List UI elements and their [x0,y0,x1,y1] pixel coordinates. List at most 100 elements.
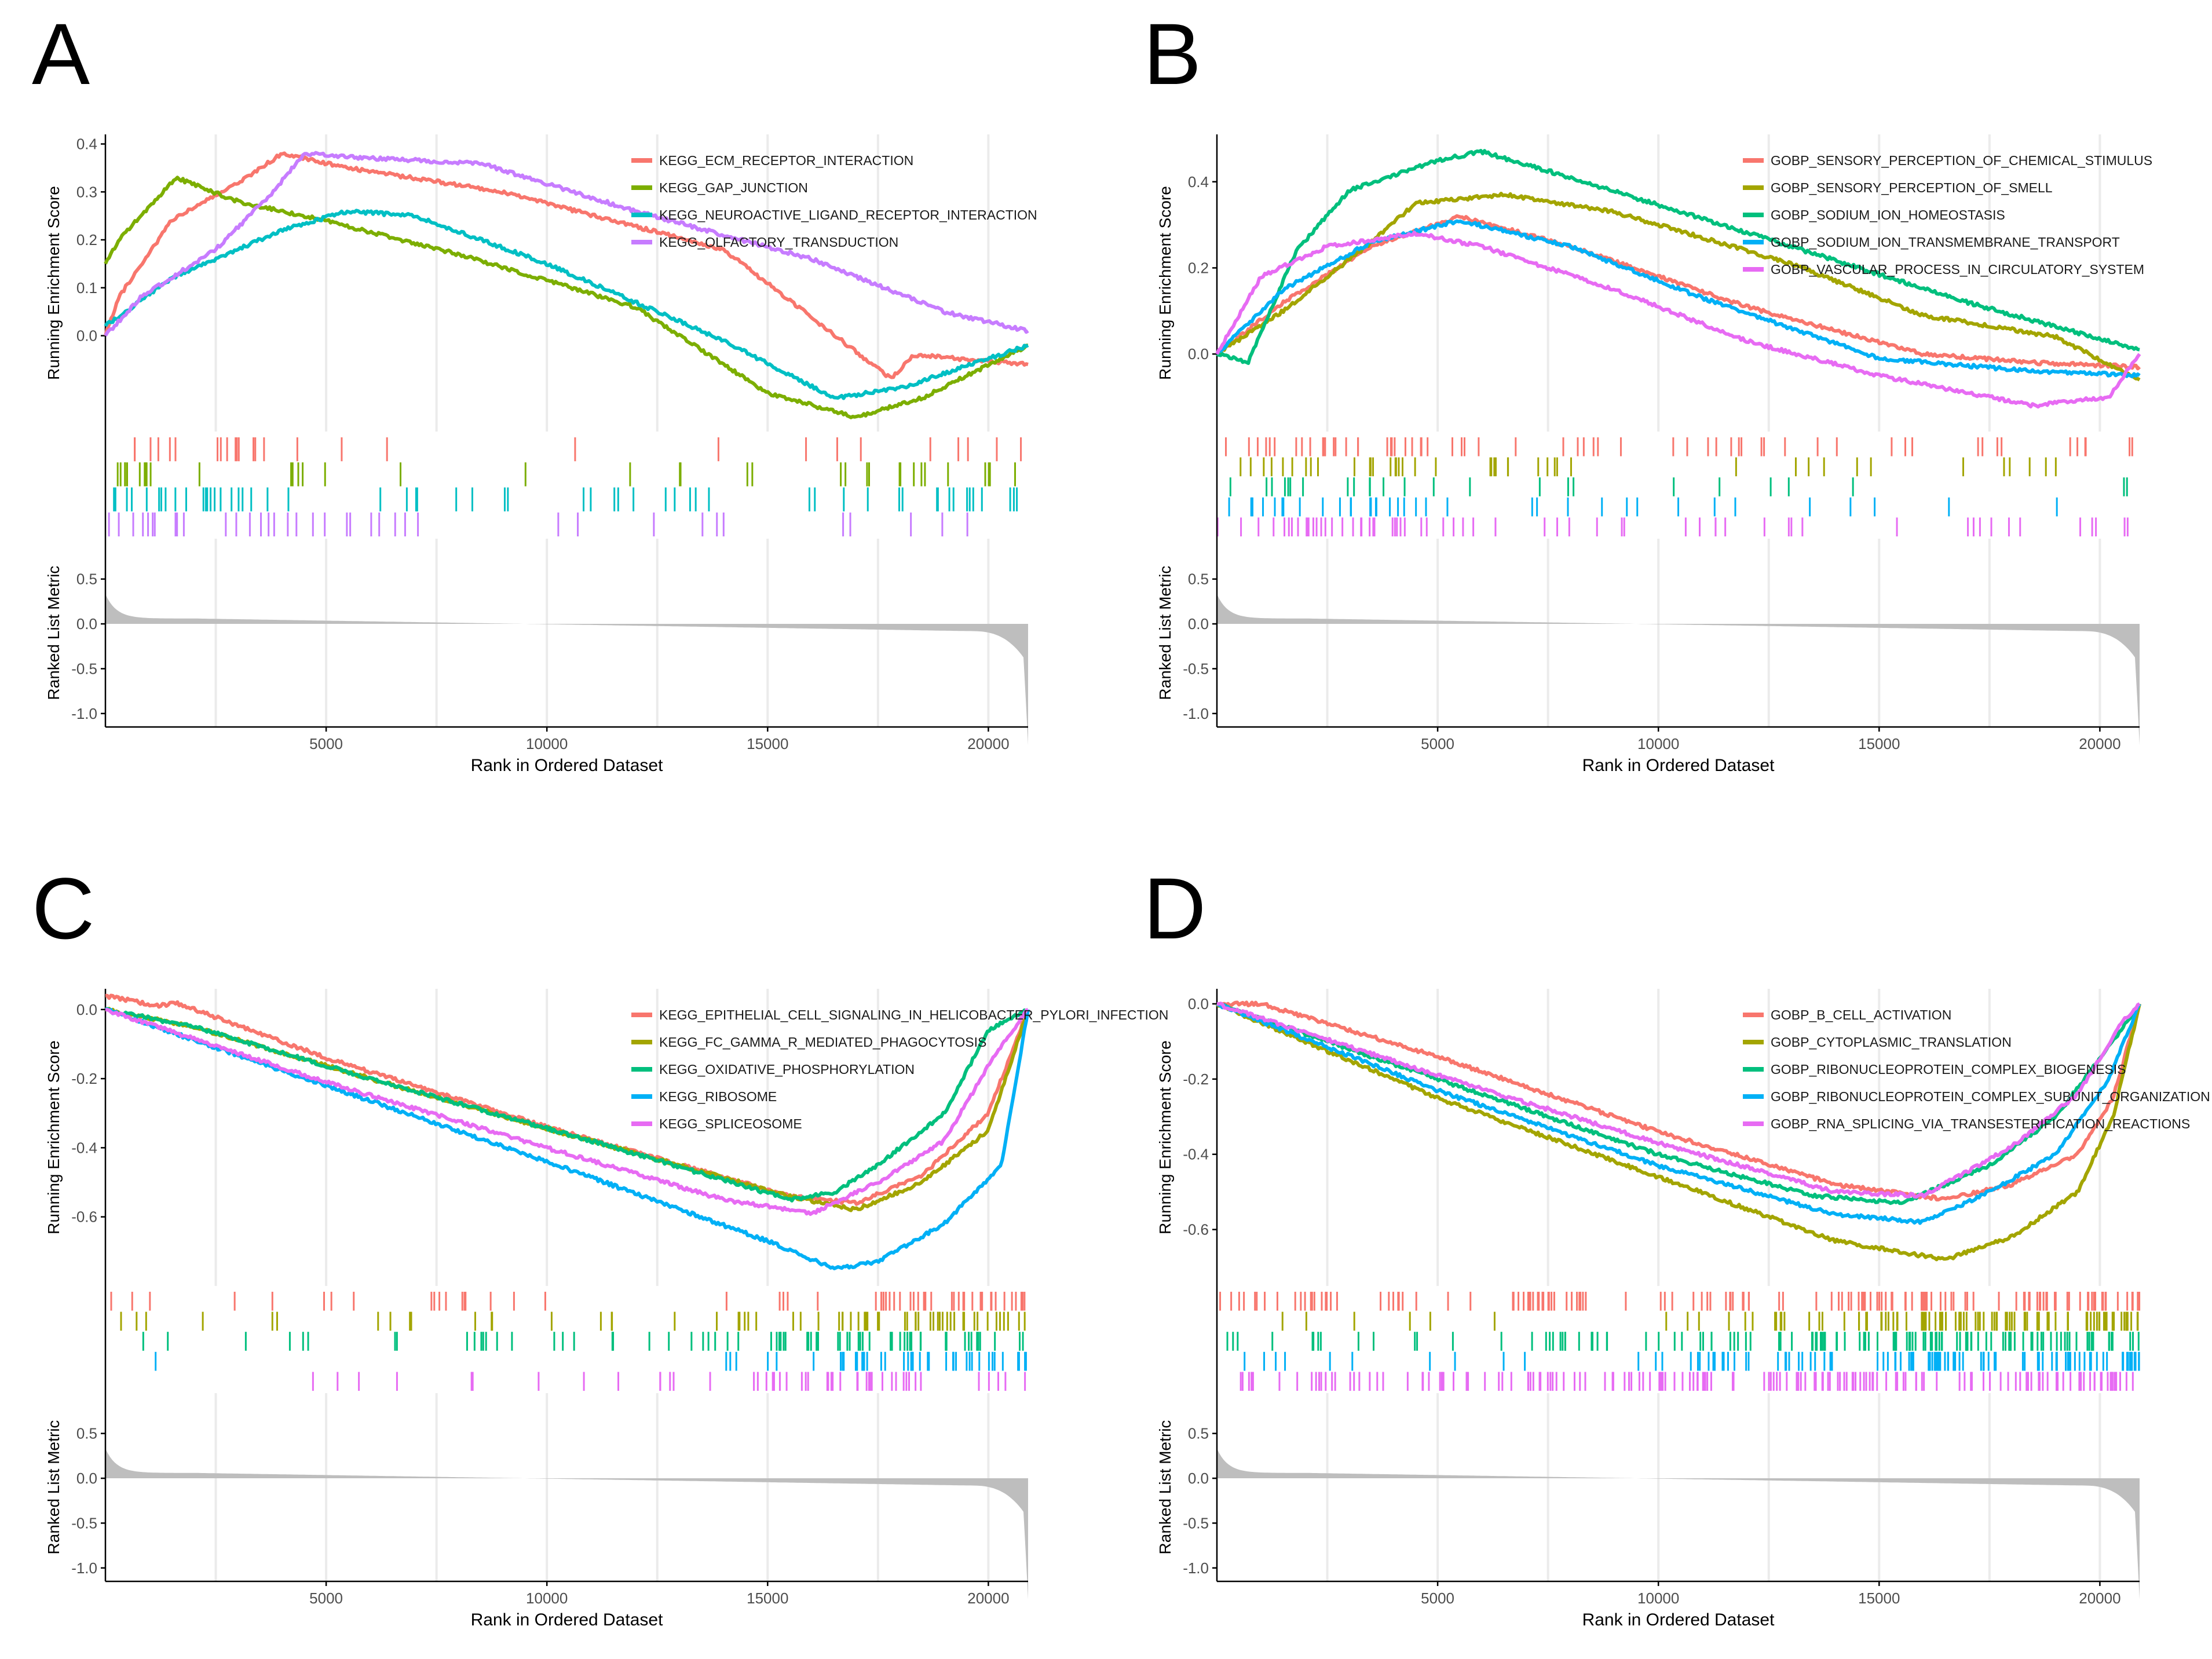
es-curve-c-4 [105,1007,1029,1216]
x-axis-label: Rank in Ordered Dataset [471,756,663,775]
metric-y-tick-label: -1.0 [71,705,97,722]
hit-rug-b-3 [1228,497,2058,517]
metric-y-tick-label: -0.5 [1183,660,1209,677]
es-y-label: Running Enrichment Score [1156,186,1174,380]
metric-y-tick-label: 0.0 [1188,1470,1209,1487]
es-y-tick-label: 0.0 [76,1001,97,1018]
x-tick-label: 10000 [1637,1589,1679,1607]
es-curve-b-4 [1215,231,2141,409]
panel-label: C [32,860,94,957]
x-tick-label: 5000 [1421,735,1454,752]
ranked-metric-area [105,594,1028,746]
legend-label: GOBP_VASCULAR_PROCESS_IN_CIRCULATORY_SYS… [1771,262,2144,277]
legend-label: KEGG_ECM_RECEPTOR_INTERACTION [659,153,913,168]
hit-rug-d-4 [1240,1372,2134,1391]
es-y-tick-label: 0.4 [76,136,97,153]
metric-y-tick-label: 0.5 [76,1425,97,1442]
es-y-tick-label: 0.2 [1188,259,1209,276]
x-tick-label: 10000 [1637,735,1679,752]
metric-y-tick-label: 0.5 [1188,571,1209,588]
hit-rug-c-3 [155,1351,1027,1371]
es-y-label: Running Enrichment Score [45,186,63,380]
legend-label: GOBP_B_CELL_ACTIVATION [1771,1007,1951,1022]
metric-y-label: Ranked List Metric [1156,1420,1174,1555]
es-curve-d-1 [1215,1003,2141,1262]
es-y-tick-label: 0.1 [76,279,97,297]
x-tick-label: 5000 [309,735,343,752]
panel-A: A 0.0 0.1 0.2 0.3 0.4 Running Enrichment Score… [32,5,1037,775]
legend-label: KEGG_OLFACTORY_TRANSDUCTION [659,235,898,250]
metric-y-tick-label: 0.5 [76,571,97,588]
hit-rug-c-0 [110,1292,1026,1311]
legend-label: KEGG_FC_GAMMA_R_MEDIATED_PHAGOCYTOSIS [659,1035,986,1050]
metric-y-tick-label: -1.0 [1183,705,1209,722]
es-curve-b-2 [1216,149,2140,366]
es-y-label: Running Enrichment Score [45,1040,63,1234]
legend-label: GOBP_RIBONUCLEOPROTEIN_COMPLEX_BIOGENESI… [1771,1062,2126,1077]
x-tick-label: 5000 [309,1589,343,1607]
metric-y-tick-label: 0.0 [76,615,97,633]
es-curve-d-0 [1216,1000,2141,1202]
x-tick-label: 20000 [2079,1589,2120,1607]
panel-C: C 0.0 -0.2 -0.4 -0.6 Running Enrichment Score… [32,860,1168,1629]
hit-rug-d-3 [1244,1351,2140,1371]
es-y-tick-label: 0.2 [76,231,97,249]
hit-rug-c-2 [142,1332,1024,1351]
legend-label: GOBP_SODIUM_ION_TRANSMEMBRANE_TRANSPORT [1771,235,2120,250]
metric-y-tick-label: -0.5 [1183,1514,1209,1532]
x-tick-label: 10000 [526,1589,568,1607]
ranked-metric-area [105,1449,1028,1600]
legend-label: KEGG_GAP_JUNCTION [659,180,808,195]
es-curve-c-0 [105,993,1030,1206]
x-tick-label: 15000 [1858,735,1900,752]
legend-label: KEGG_EPITHELIAL_CELL_SIGNALING_IN_HELICO… [659,1007,1168,1022]
hit-rug-b-4 [1216,517,2129,536]
hit-rug-b-0 [1225,437,2133,456]
x-tick-label: 15000 [747,1589,788,1607]
metric-y-label: Ranked List Metric [45,1420,63,1555]
es-curve-d-2 [1216,1002,2141,1205]
es-curve-a-2 [104,209,1029,400]
x-tick-label: 20000 [2079,735,2120,752]
legend-label: GOBP_SENSORY_PERCEPTION_OF_CHEMICAL_STIM… [1771,153,2152,168]
metric-y-label: Ranked List Metric [1156,566,1174,700]
x-axis-label: Rank in Ordered Dataset [471,1610,663,1629]
hit-rug-d-2 [1226,1332,2140,1351]
es-y-label: Running Enrichment Score [1156,1040,1174,1234]
legend-label: KEGG_RIBOSOME [659,1089,777,1104]
metric-y-tick-label: 0.0 [1188,615,1209,633]
x-tick-label: 20000 [967,735,1009,752]
x-axis-label: Rank in Ordered Dataset [1582,756,1775,775]
x-tick-label: 15000 [1858,1589,1900,1607]
es-curve-a-0 [104,151,1029,379]
panel-B: B 0.0 0.2 0.4 Running Enrichment Score GOBP_S… [1143,5,2152,775]
x-tick-label: 10000 [526,735,568,752]
metric-y-tick-label: -0.5 [71,1514,97,1532]
hit-rug-b-1 [1240,457,2057,477]
ranked-metric-area [1217,594,2140,746]
metric-y-label: Ranked List Metric [45,566,63,700]
hit-rug-c-1 [120,1311,1026,1331]
panel-label: A [32,5,90,103]
x-tick-label: 5000 [1421,1589,1454,1607]
hit-rug-a-3 [108,512,968,536]
legend-label: GOBP_SODIUM_ION_HOMEOSTASIS [1771,207,2005,222]
ranked-metric-area [1217,1449,2140,1600]
es-y-tick-label: 0.0 [1188,345,1209,363]
hit-rug-b-2 [1229,477,2128,496]
hit-rug-d-0 [1219,1292,2141,1311]
es-curve-a-3 [104,151,1029,337]
legend-label: KEGG_OXIDATIVE_PHOSPHORYLATION [659,1062,915,1077]
es-y-tick-label: 0.4 [1188,173,1209,191]
es-curve-d-3 [1216,1002,2141,1225]
x-tick-label: 15000 [747,735,788,752]
es-curve-c-2 [104,1007,1030,1203]
metric-y-tick-label: 0.5 [1188,1425,1209,1442]
legend-label: KEGG_NEUROACTIVE_LIGAND_RECEPTOR_INTERAC… [659,207,1037,222]
panel-D: D 0.0 -0.2 -0.4 -0.6 Running Enrichment Score… [1143,860,2210,1629]
metric-y-tick-label: -0.5 [71,660,97,677]
es-y-tick-label: -0.2 [1183,1070,1209,1088]
hit-rug-d-1 [1281,1311,2139,1331]
es-y-tick-label: -0.4 [71,1139,97,1156]
legend-label: KEGG_SPLICEOSOME [659,1116,802,1131]
